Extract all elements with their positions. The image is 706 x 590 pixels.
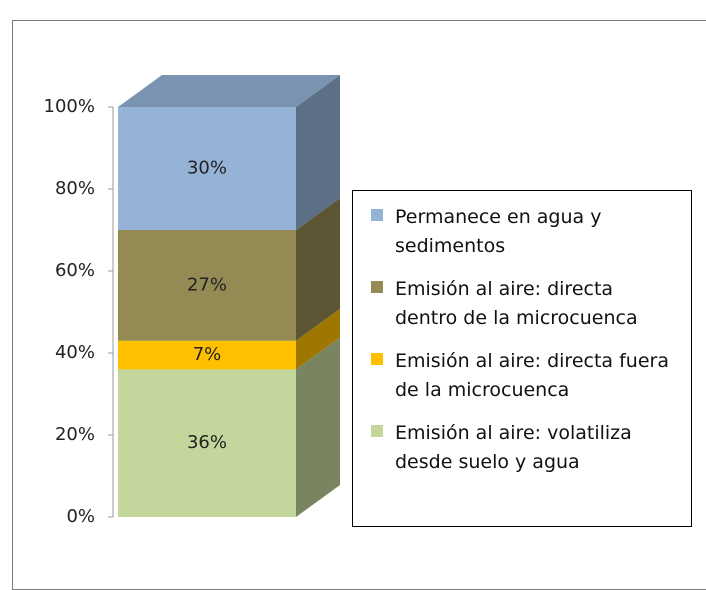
y-tick-label: 80% bbox=[55, 178, 95, 199]
legend-swatch bbox=[371, 425, 383, 437]
data-label: 30% bbox=[187, 158, 227, 179]
bar-side bbox=[296, 308, 340, 370]
legend-entry: Emisión al aire: volatiliza desde suelo … bbox=[371, 419, 691, 477]
bar-top bbox=[118, 75, 340, 107]
y-tick-label: 20% bbox=[55, 424, 95, 445]
bar-side bbox=[296, 337, 340, 517]
legend-swatch bbox=[371, 353, 383, 365]
bar-side bbox=[296, 75, 340, 230]
y-tick-label: 0% bbox=[66, 506, 95, 527]
y-tick-label: 60% bbox=[55, 260, 95, 281]
legend-entry: Permanece en agua y sedimentos bbox=[371, 203, 691, 261]
bar-segment bbox=[118, 340, 296, 370]
y-tick-label: 100% bbox=[44, 96, 95, 117]
legend-label: Permanece en agua y sedimentos bbox=[395, 206, 602, 257]
data-label: 27% bbox=[187, 274, 227, 295]
legend-swatch bbox=[371, 209, 383, 221]
legend-swatch bbox=[371, 281, 383, 293]
y-tick-label: 40% bbox=[55, 342, 95, 363]
bar-segment bbox=[118, 107, 296, 230]
data-label: 7% bbox=[193, 344, 222, 365]
legend-label: Emisión al aire: volatiliza desde suelo … bbox=[395, 422, 632, 473]
legend-entry: Emisión al aire: directa fuera de la mic… bbox=[371, 347, 691, 405]
legend: Permanece en agua y sedimentos Emisión al… bbox=[352, 190, 692, 527]
bar-side bbox=[296, 198, 340, 341]
data-label: 36% bbox=[187, 432, 227, 453]
bar-segment bbox=[118, 369, 296, 517]
legend-label: Emisión al aire: directa dentro de la mi… bbox=[395, 278, 638, 329]
legend-entry: Emisión al aire: directa dentro de la mi… bbox=[371, 275, 691, 333]
bar-segment bbox=[118, 230, 296, 341]
legend-label: Emisión al aire: directa fuera de la mic… bbox=[395, 350, 669, 401]
